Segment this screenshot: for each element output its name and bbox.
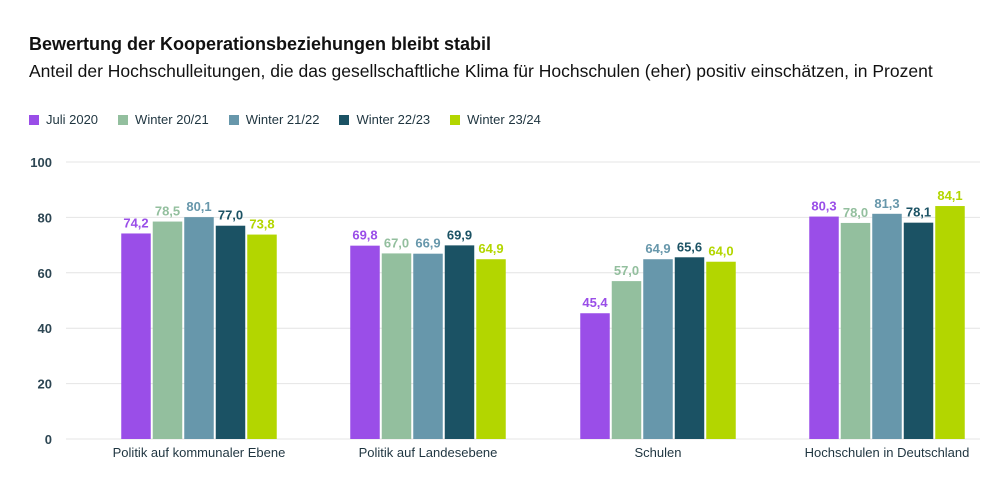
legend-label: Winter 20/21 [135, 112, 209, 127]
bar [215, 225, 246, 439]
legend-swatch [339, 114, 350, 125]
bar [872, 213, 902, 439]
data-label: 66,9 [415, 236, 440, 251]
data-label: 45,4 [582, 295, 608, 310]
legend-label: Winter 22/23 [356, 112, 431, 127]
bar [809, 216, 839, 439]
data-label: 78,0 [843, 205, 868, 220]
bar [350, 245, 380, 439]
chart-subtitle: Anteil der Hochschulleitungen, die das g… [29, 61, 933, 81]
legend-item: Winter 23/24 [450, 112, 541, 127]
data-label: 77,0 [218, 208, 243, 223]
y-tick-label: 40 [38, 321, 52, 336]
x-tick-label: Hochschulen in Deutschland [805, 445, 970, 460]
y-tick-label: 80 [38, 210, 52, 225]
legend: Juli 2020 Winter 20/21 Winter 21/22 Wint… [29, 112, 561, 127]
legend-label: Winter 23/24 [467, 112, 541, 127]
legend-swatch [450, 114, 461, 125]
bar [413, 253, 443, 439]
data-label: 69,8 [352, 228, 377, 243]
data-label: 69,9 [447, 227, 472, 242]
legend-swatch [118, 114, 129, 125]
x-tick-label: Politik auf Landesebene [359, 445, 498, 460]
y-tick-label: 20 [38, 377, 52, 392]
data-label: 80,1 [186, 199, 211, 214]
x-tick-label: Schulen [635, 445, 682, 460]
data-label: 78,1 [906, 205, 931, 220]
data-label: 84,1 [937, 188, 962, 203]
bar [674, 257, 705, 439]
y-tick-label: 60 [38, 266, 52, 281]
bar [152, 221, 183, 439]
y-tick-label: 0 [45, 432, 52, 447]
data-label: 73,8 [249, 217, 274, 232]
bar [840, 222, 871, 439]
bar [444, 245, 475, 439]
y-tick-label: 100 [30, 155, 52, 170]
data-label: 64,0 [708, 244, 733, 259]
legend-swatch [228, 114, 239, 125]
bar [935, 206, 965, 439]
legend-item: Winter 22/23 [339, 112, 430, 127]
bar [903, 222, 934, 439]
bar [611, 281, 642, 439]
legend-item: Juli 2020 [29, 112, 98, 127]
legend-label: Winter 21/22 [245, 112, 320, 127]
data-label: 67,0 [384, 235, 409, 250]
bar [247, 234, 277, 439]
bar [121, 233, 151, 439]
bar [381, 253, 412, 439]
bar [580, 313, 610, 439]
bar [706, 261, 736, 439]
data-label: 64,9 [478, 241, 503, 256]
bar [476, 259, 506, 439]
data-label: 65,6 [677, 239, 702, 254]
data-label: 80,3 [811, 199, 836, 214]
data-label: 81,3 [874, 196, 899, 211]
chart-title: Bewertung der Kooperationsbeziehungen bl… [29, 34, 492, 54]
legend-item: Winter 21/22 [228, 112, 320, 127]
legend-swatch [29, 114, 39, 125]
data-label: 74,2 [123, 215, 148, 230]
legend-label: Juli 2020 [46, 112, 99, 127]
data-label: 78,5 [155, 204, 180, 219]
data-label: 57,0 [614, 263, 639, 278]
bar [184, 217, 214, 439]
bar [643, 259, 673, 439]
data-label: 64,9 [645, 241, 670, 256]
x-tick-label: Politik auf kommunaler Ebene [113, 445, 286, 460]
legend-item: Winter 20/21 [118, 112, 209, 127]
